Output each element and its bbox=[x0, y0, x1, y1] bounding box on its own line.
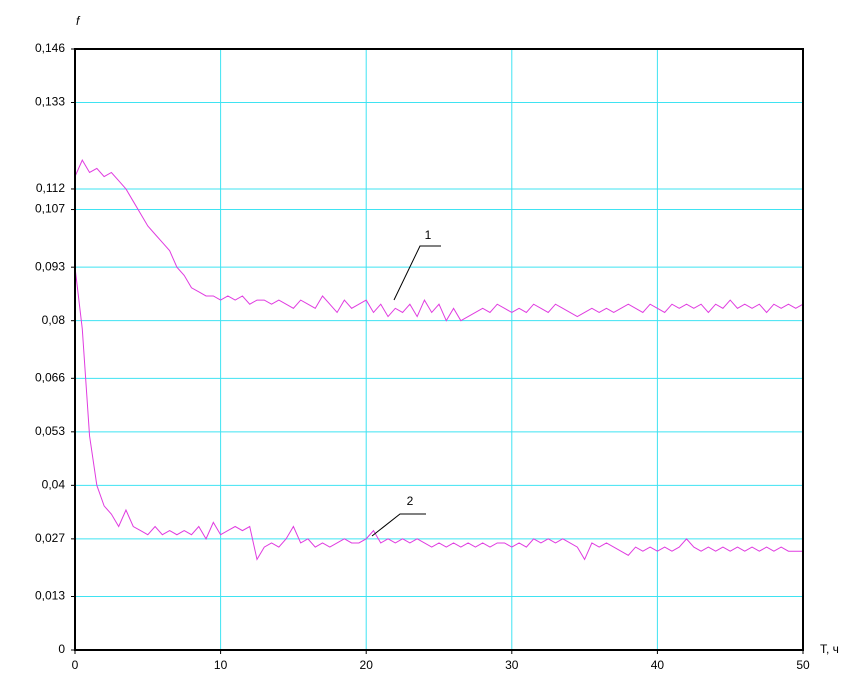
leader-line bbox=[371, 513, 426, 537]
data-line bbox=[74, 267, 803, 561]
plot-frame bbox=[74, 48, 804, 651]
series-label: 1 bbox=[425, 228, 432, 242]
x-tick-label: 20 bbox=[360, 658, 374, 672]
series-label: 2 bbox=[407, 494, 414, 508]
x-axis-label: T, ч bbox=[820, 642, 839, 656]
y-tick-label: 0,066 bbox=[35, 370, 65, 384]
y-tick-label: 0 bbox=[58, 642, 65, 656]
x-tick-label: 30 bbox=[505, 658, 519, 672]
y-tick-label: 0,112 bbox=[36, 181, 65, 195]
data-line bbox=[74, 159, 804, 322]
y-tick-label: 0,107 bbox=[35, 202, 65, 216]
x-tick-label: 50 bbox=[796, 658, 810, 672]
y-tick-label: 0,093 bbox=[35, 259, 65, 273]
x-tick-label: 10 bbox=[214, 658, 228, 672]
y-tick-label: 0,053 bbox=[35, 424, 65, 438]
y-tick-label: 0,146 bbox=[35, 41, 65, 55]
leader-line bbox=[393, 245, 441, 301]
y-axis-label: f bbox=[76, 14, 81, 28]
y-tick-label: 0,04 bbox=[42, 478, 66, 492]
y-tick-label: 0,013 bbox=[35, 589, 65, 603]
y-tick-label: 0,08 bbox=[42, 313, 66, 327]
x-tick-label: 0 bbox=[72, 658, 79, 672]
x-tick-label: 40 bbox=[651, 658, 665, 672]
y-tick-label: 0,133 bbox=[35, 95, 65, 109]
y-tick-label: 0,027 bbox=[35, 531, 65, 545]
